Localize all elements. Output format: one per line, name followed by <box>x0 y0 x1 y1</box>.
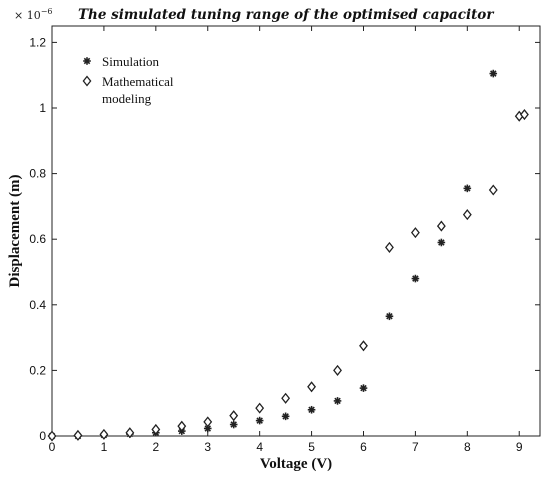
legend-label-mathematical-modeling: Mathematical modeling <box>102 74 174 106</box>
x-tick-label: 4 <box>256 440 263 454</box>
mathematical-modeling-point <box>177 420 187 432</box>
mathematical-modeling-point <box>229 410 239 422</box>
mathematical-modeling-point <box>99 428 109 440</box>
simulation-point <box>229 420 238 429</box>
simulation-point <box>463 184 472 193</box>
legend-label-simulation: Simulation <box>102 54 160 69</box>
mathematical-modeling-point <box>151 423 161 435</box>
mathematical-modeling-point <box>47 430 57 442</box>
y-tick-label: 1.2 <box>29 35 46 49</box>
mathematical-modeling-point <box>203 416 213 428</box>
mathematical-modeling-point <box>488 184 498 196</box>
simulation-point <box>437 238 446 247</box>
y-axis-label: Displacement (m) <box>7 175 23 288</box>
legend-marker-mathematical-modeling <box>82 75 92 87</box>
mathematical-modeling-point <box>436 220 446 232</box>
mathematical-modeling-point <box>410 227 420 239</box>
y-tick-label: 1 <box>39 101 46 115</box>
simulation-point <box>307 405 316 414</box>
mathematical-modeling-point <box>281 392 291 404</box>
y-tick-label: 0.4 <box>29 298 46 312</box>
x-axis: 0 1 2 3 4 5 6 7 8 9 <box>49 26 523 454</box>
legend-diamond-marker <box>82 75 92 87</box>
y-tick-label: 0.8 <box>29 167 46 181</box>
chart-title: The simulated tuning range of the optimi… <box>78 7 494 23</box>
mathematical-modeling-point <box>125 427 135 439</box>
mathematical-modeling-point <box>462 209 472 221</box>
simulation-point <box>333 397 342 405</box>
y-tick-label: 0.2 <box>29 363 46 377</box>
axis-multiplier: × 10−6 <box>14 7 53 22</box>
x-tick-label: 8 <box>464 440 471 454</box>
mathematical-modeling-point <box>73 429 83 441</box>
x-tick-label: 0 <box>49 440 56 454</box>
x-tick-label: 3 <box>204 440 211 454</box>
mathematical-modeling-point <box>359 340 368 352</box>
legend-marker-simulation <box>83 57 91 65</box>
simulation-point <box>385 312 394 321</box>
x-tick-label: 5 <box>308 440 315 454</box>
x-tick-label: 1 <box>101 440 108 454</box>
mathematical-modeling-point <box>255 402 265 414</box>
simulation-point <box>489 69 498 78</box>
simulation-point <box>411 274 420 283</box>
y-tick-label: 0 <box>39 429 46 443</box>
x-axis-label: Voltage (V) <box>260 456 332 472</box>
y-axis: 0 0.2 0.4 0.6 0.8 1 1.2 <box>29 35 540 443</box>
mathematical-modeling-point <box>333 364 342 376</box>
y-tick-label: 0.6 <box>29 232 46 246</box>
legend: Simulation Mathematical modeling <box>82 54 174 106</box>
legend-asterisk-marker <box>83 57 91 65</box>
mathematical-modeling-point <box>385 241 394 253</box>
data-points <box>47 69 529 442</box>
mathematical-modeling-point <box>519 109 529 121</box>
x-tick-label: 2 <box>152 440 159 454</box>
x-tick-label: 6 <box>360 440 367 454</box>
simulation-point <box>255 416 264 425</box>
x-tick-label: 7 <box>412 440 419 454</box>
simulation-point <box>281 412 290 421</box>
simulation-point <box>359 384 368 392</box>
x-tick-label: 9 <box>516 440 523 454</box>
mathematical-modeling-point <box>307 381 317 393</box>
plot-frame <box>51 25 541 437</box>
